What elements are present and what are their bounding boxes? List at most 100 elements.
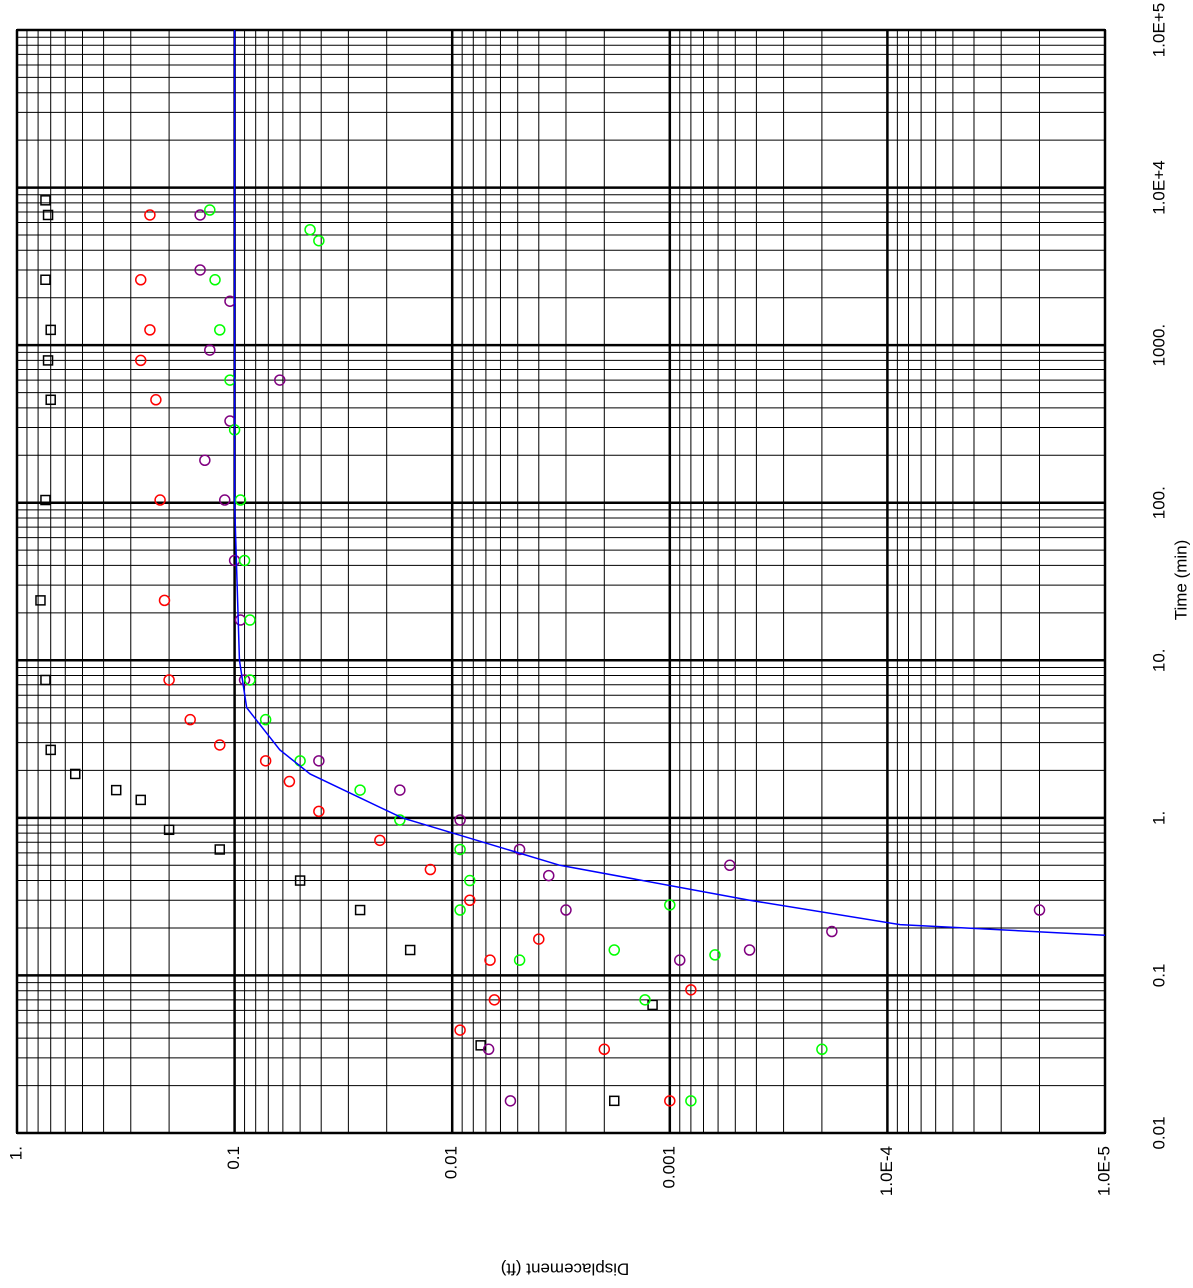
circle-point — [454, 904, 466, 916]
x-tick-label: 0.1 — [1149, 964, 1168, 988]
circle-point — [374, 834, 386, 847]
circle-point — [163, 674, 175, 686]
circle-point — [134, 274, 147, 286]
y-tick-label: 0.01 — [442, 1146, 461, 1179]
circle-point — [724, 859, 736, 872]
circle-point — [259, 713, 272, 726]
circle-point — [464, 894, 476, 906]
square-point — [110, 784, 122, 796]
circle-point — [454, 843, 466, 856]
circle-point — [158, 594, 171, 607]
circle-point — [504, 1095, 517, 1107]
circle-point — [354, 784, 366, 796]
y-tick-label: 1. — [6, 1146, 25, 1160]
square-point — [404, 944, 416, 956]
x-tick-label: 10. — [1149, 648, 1168, 672]
circle-point — [424, 863, 437, 876]
circle-point — [394, 814, 406, 826]
circle-point — [218, 494, 231, 506]
circle-point — [144, 209, 156, 221]
circle-point — [194, 209, 206, 221]
circle-point — [244, 614, 256, 626]
circle-point — [664, 899, 676, 911]
y-tick-label: 0.001 — [659, 1146, 678, 1189]
x-tick-label: 1. — [1149, 811, 1168, 825]
circle-point — [234, 614, 247, 626]
square-point — [45, 394, 56, 406]
square-point — [69, 768, 81, 780]
circle-point — [1033, 904, 1046, 916]
square-point — [40, 674, 51, 686]
square-point — [354, 904, 366, 916]
circle-point — [214, 739, 226, 751]
circle-point — [608, 944, 621, 956]
x-tick-label: 1000. — [1149, 324, 1168, 367]
circle-point — [685, 984, 697, 996]
circle-point — [274, 374, 286, 386]
circle-point — [238, 554, 251, 567]
circle-point — [482, 1043, 495, 1056]
x-tick-label: 1.0E+4 — [1149, 160, 1168, 214]
circle-point — [304, 223, 316, 236]
circle-point — [560, 904, 572, 916]
circle-point — [488, 994, 501, 1006]
y-tick-label: 0.1 — [224, 1146, 243, 1170]
circle-point — [238, 674, 251, 686]
circle-point — [639, 994, 651, 1006]
circle-point — [204, 344, 216, 356]
circle-point — [513, 843, 526, 856]
circle-point — [709, 949, 721, 961]
circle-point — [826, 925, 838, 938]
circle-point — [454, 1024, 466, 1036]
circle-point — [209, 274, 221, 286]
circle-point — [542, 869, 555, 882]
square-point — [135, 794, 146, 806]
circle-point — [313, 755, 325, 767]
circle-point — [513, 954, 526, 966]
circle-point — [598, 1043, 611, 1056]
circle-point — [533, 933, 545, 945]
circle-point — [234, 494, 247, 506]
square-point — [45, 324, 56, 336]
circle-point — [259, 755, 272, 767]
square-point — [40, 195, 51, 206]
circle-point — [283, 775, 296, 788]
circle-point — [313, 805, 325, 818]
circle-point — [134, 354, 147, 367]
circle-point — [214, 324, 226, 336]
circle-point — [464, 874, 476, 887]
y-tick-label: 1.0E-4 — [877, 1146, 896, 1196]
model-curve — [233, 30, 1106, 936]
circle-point — [150, 394, 162, 406]
x-axis-label: Time (min) — [1171, 540, 1190, 621]
square-point — [42, 209, 54, 221]
x-tick-label: 100. — [1149, 486, 1168, 519]
circle-point — [743, 944, 756, 956]
y-axis-label: Displacement (ft) — [501, 1260, 629, 1279]
circle-point — [394, 784, 406, 796]
circle-point — [685, 1095, 697, 1107]
circle-point — [816, 1043, 828, 1056]
circle-point — [154, 494, 166, 506]
circle-point — [199, 454, 211, 466]
square-point — [40, 274, 51, 286]
circle-point — [484, 954, 496, 966]
x-tick-label: 0.01 — [1149, 1116, 1168, 1149]
circle-point — [454, 814, 466, 826]
circle-point — [664, 1095, 676, 1107]
square-point — [35, 595, 46, 606]
plot-frame — [16, 29, 1106, 1134]
circle-point — [244, 674, 256, 686]
square-point — [609, 1095, 620, 1107]
x-tick-label: 1.0E+5 — [1149, 3, 1168, 57]
square-point — [647, 999, 658, 1011]
y-tick-label: 1.0E-5 — [1094, 1146, 1113, 1196]
circle-point — [674, 954, 686, 966]
circle-point — [313, 234, 325, 247]
circle-point — [204, 204, 216, 216]
circle-point — [184, 713, 196, 726]
square-point — [294, 875, 306, 886]
square-point — [163, 824, 175, 836]
circle-point — [144, 324, 156, 336]
